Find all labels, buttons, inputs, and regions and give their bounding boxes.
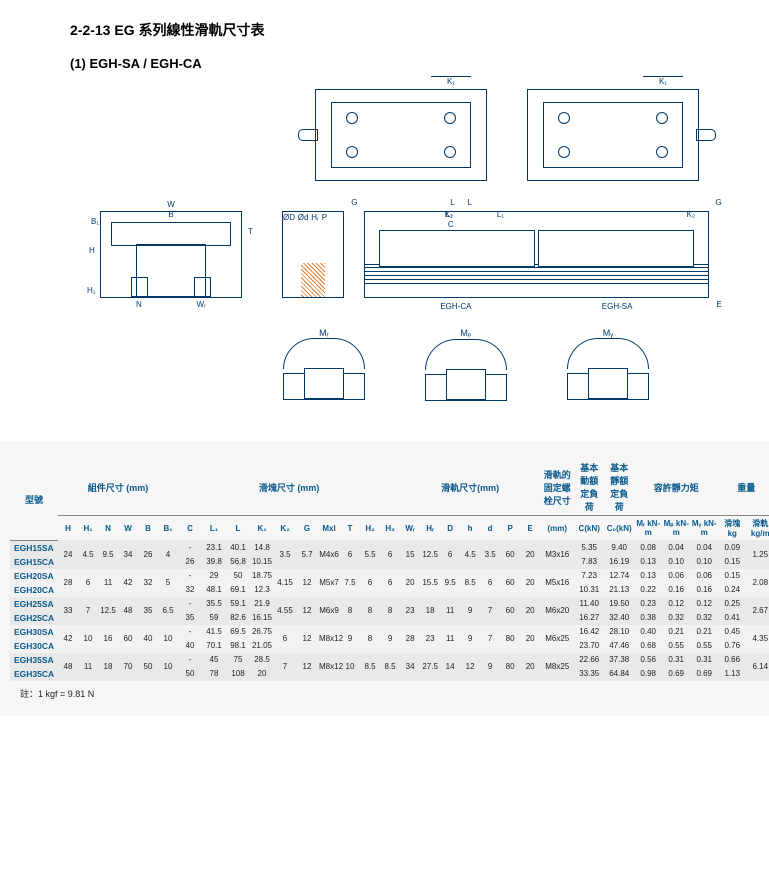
th-grp3: 滑軌尺寸(mm) <box>400 459 540 516</box>
th-grp4: 滑軌的固定螺栓尺寸 <box>540 459 574 516</box>
table-row: EGH25SA33712.548356.5-35.559.121.94.5512… <box>10 597 769 611</box>
page-title: 2-2-13 EG 系列線性滑軌尺寸表 <box>70 20 699 40</box>
th-grp7: 容許靜力矩 <box>634 459 718 516</box>
th-sub: C(kN) <box>574 516 604 541</box>
th-grp1: 組件尺寸 (mm) <box>58 459 178 516</box>
th-model: 型號 <box>10 459 58 540</box>
spec-table: 型號 組件尺寸 (mm) 滑塊尺寸 (mm) 滑軌尺寸(mm) 滑軌的固定螺栓尺… <box>10 459 769 681</box>
th-grp2: 滑塊尺寸 (mm) <box>178 459 400 516</box>
th-grp8: 重量 <box>718 459 769 516</box>
th-sub: Mxl <box>318 516 340 541</box>
top-view-ca: K₁ <box>315 89 487 181</box>
th-grp6: 基本靜額定負荷 <box>604 459 634 516</box>
table-row: EGH20SA2861142325-295018.754.1512M5x77.5… <box>10 569 769 583</box>
th-sub: C₀(kN) <box>604 516 634 541</box>
th-sub: B₁ <box>158 516 178 541</box>
th-sub: d <box>480 516 500 541</box>
th-sub: C <box>178 516 202 541</box>
th-sub: H₂ <box>360 516 380 541</box>
th-sub: K₁ <box>250 516 274 541</box>
th-sub: Mᵣ kN-m <box>634 516 662 541</box>
th-sub: H <box>58 516 78 541</box>
page-subtitle: (1) EGH-SA / EGH-CA <box>70 56 699 71</box>
table-row: EGH15SA244.59.534264-23.140.114.83.55.7M… <box>10 540 769 555</box>
footnote: 註：1 kgf = 9.81 N <box>10 681 759 706</box>
th-sub: L <box>226 516 250 541</box>
th-sub: H₃ <box>380 516 400 541</box>
th-sub: (mm) <box>540 516 574 541</box>
moment-diagrams: Mᵣ Mₚ Mᵧ <box>100 298 709 421</box>
th-sub: W <box>118 516 138 541</box>
th-grp5: 基本動額定負荷 <box>574 459 604 516</box>
table-row: EGH35SA481118705010-457528.5712M8x12108.… <box>10 653 769 667</box>
th-sub: H₁ <box>78 516 98 541</box>
th-sub: 滑塊 kg <box>718 516 746 541</box>
side-view: K₂ L L₁ C 4-Mxl G L L₁ K₂ 2-Mxl G E EGH-… <box>364 211 709 298</box>
caption-ca: EGH-CA <box>379 302 533 311</box>
th-sub: K₂ <box>274 516 296 541</box>
th-sub: G <box>296 516 318 541</box>
cross-section: W B B₁ N Wᵣ H H₁ T <box>100 211 242 298</box>
diagram-area: K₁ K₁ W B B₁ N Wᵣ H H₁ <box>0 89 769 441</box>
th-sub: 滑軌 kg/m <box>746 516 769 541</box>
th-sub: Mᵧ kN-m <box>690 516 718 541</box>
th-sub: D <box>440 516 460 541</box>
th-sub: N <box>98 516 118 541</box>
rail-profile: ØD Ød Hᵣ P <box>282 211 344 298</box>
th-sub: h <box>460 516 480 541</box>
table-row: EGH30SA421016604010-41.569.526.75612M8x1… <box>10 625 769 639</box>
th-sub: T <box>340 516 360 541</box>
th-sub: P <box>500 516 520 541</box>
th-sub: E <box>520 516 540 541</box>
spec-table-wrap: 型號 組件尺寸 (mm) 滑塊尺寸 (mm) 滑軌尺寸(mm) 滑軌的固定螺栓尺… <box>0 441 769 716</box>
th-sub: Mₚ kN-m <box>662 516 690 541</box>
caption-sa: EGH-SA <box>540 302 694 311</box>
th-sub: Hᵣ <box>420 516 440 541</box>
th-sub: L₁ <box>202 516 226 541</box>
top-view-sa: K₁ <box>527 89 699 181</box>
th-sub: Wᵣ <box>400 516 420 541</box>
th-sub: B <box>138 516 158 541</box>
